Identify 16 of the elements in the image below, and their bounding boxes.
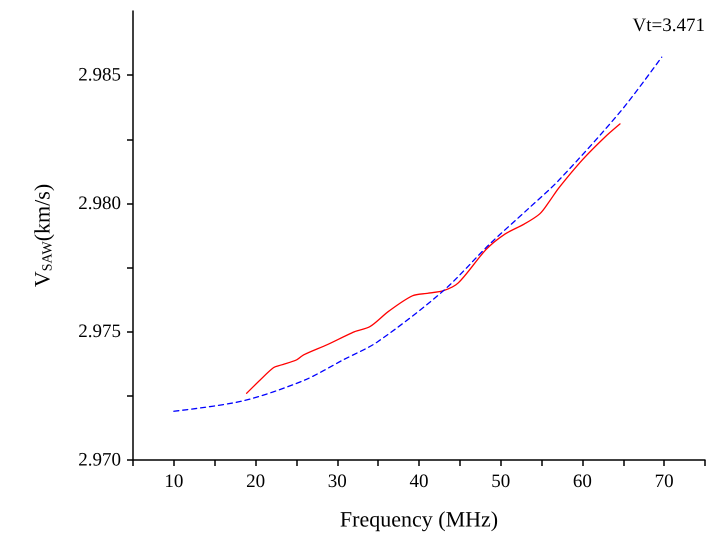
x-tick-label: 30 [328, 471, 347, 492]
x-tick-label: 40 [410, 471, 428, 492]
x-tick-label: 70 [654, 471, 674, 492]
y-tick-label: 2.975 [78, 321, 121, 342]
y-tick-label: 2.985 [78, 64, 121, 86]
annotation: Vt=3.471 [632, 15, 706, 36]
line-series [173, 56, 662, 412]
x-tick-label: 50 [491, 471, 510, 492]
x-tick-label: 20 [246, 471, 266, 492]
x-tick-label: 60 [572, 471, 592, 492]
line-series [246, 123, 621, 394]
y-axis-title: VSAW(km/s) [30, 184, 56, 288]
x-axis-title: Frequency (MHz) [340, 506, 498, 532]
x-tick-label: 10 [164, 471, 184, 492]
y-tick-label: 2.980 [78, 192, 121, 214]
y-tick-label: 2.970 [78, 450, 121, 470]
